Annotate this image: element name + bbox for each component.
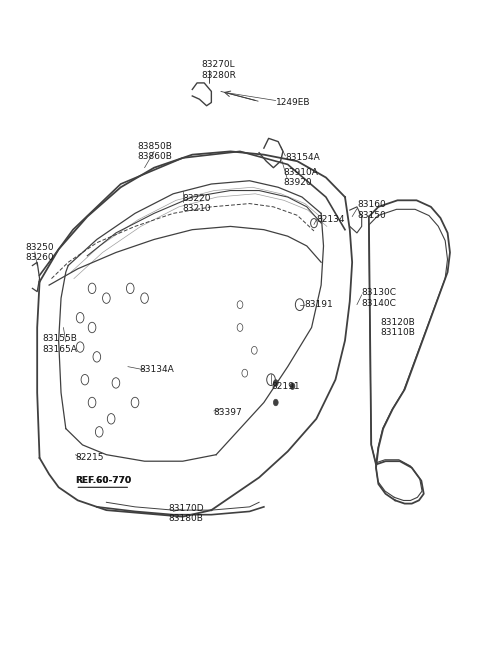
Text: 83250
83260: 83250 83260: [25, 243, 54, 262]
Circle shape: [274, 400, 278, 405]
Text: 83397: 83397: [214, 408, 242, 417]
Text: REF.60-770: REF.60-770: [75, 476, 132, 485]
Text: 83910A
83920: 83910A 83920: [283, 168, 318, 187]
Text: 83191: 83191: [304, 300, 333, 309]
Text: 83850B
83860B: 83850B 83860B: [137, 141, 172, 161]
Text: 83120B
83110B: 83120B 83110B: [381, 318, 416, 337]
Circle shape: [290, 383, 295, 390]
Text: 83160
83150: 83160 83150: [357, 200, 385, 220]
Text: 1249EB: 1249EB: [276, 98, 310, 107]
Text: 83220
83210: 83220 83210: [183, 194, 211, 214]
Text: 83134A: 83134A: [140, 365, 175, 375]
Text: 82215: 82215: [75, 453, 104, 462]
Text: 82134: 82134: [316, 215, 345, 225]
Circle shape: [274, 380, 278, 386]
Text: 83170D
83180B: 83170D 83180B: [168, 504, 204, 523]
Text: 83270L
83280R: 83270L 83280R: [202, 60, 237, 79]
Text: 82191: 82191: [271, 382, 300, 390]
Text: 83155B
83165A: 83155B 83165A: [42, 334, 77, 354]
Text: 83130C
83140C: 83130C 83140C: [362, 288, 396, 308]
Text: REF.60-770: REF.60-770: [75, 476, 132, 485]
Text: 83154A: 83154A: [285, 153, 320, 162]
